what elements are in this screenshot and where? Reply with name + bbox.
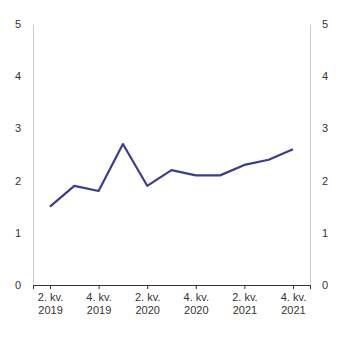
tick: 0 xyxy=(310,279,328,291)
tick-label: 4. kv.2021 xyxy=(281,291,306,316)
tick-label: 3 xyxy=(322,122,328,134)
tick-mark xyxy=(244,285,245,289)
tick-label-line: 2021 xyxy=(281,304,305,316)
marks xyxy=(50,144,293,207)
x-axis-line xyxy=(34,286,311,290)
tick-label: 2. kv.2021 xyxy=(232,291,257,316)
tick-label: 4. kv.2020 xyxy=(184,291,209,316)
tick: 2. kv.2020 xyxy=(135,285,160,316)
tick-label-line: 2. kv. xyxy=(38,291,63,303)
tick-label-line: 2. kv. xyxy=(135,291,160,303)
tick: 4. kv.2020 xyxy=(184,285,209,316)
tick-label: 5 xyxy=(15,18,21,30)
tick-label-line: 2019 xyxy=(38,304,62,316)
tick-label: 2. kv.2019 xyxy=(38,291,63,316)
x-axis: 2. kv.20194. kv.20192. kv.20204. kv.2020… xyxy=(34,285,311,316)
tick-mark xyxy=(99,285,100,289)
chart: 0123450123452. kv.20194. kv.20192. kv.20… xyxy=(0,0,345,341)
tick: 4. kv.2021 xyxy=(281,285,306,316)
line xyxy=(50,144,293,207)
tick-label-line: 4. kv. xyxy=(86,291,111,303)
tick: 1 xyxy=(15,227,33,239)
tick-label: 4 xyxy=(15,70,21,82)
tick-label: 1 xyxy=(322,227,328,239)
tick-label: 2 xyxy=(322,175,328,187)
tick-label: 2 xyxy=(15,175,21,187)
tick-label-line: 2021 xyxy=(233,304,257,316)
tick-mark xyxy=(50,285,51,289)
tick-mark xyxy=(293,285,294,289)
tick-label: 2. kv.2020 xyxy=(135,291,160,316)
tick-label-line: 2019 xyxy=(87,304,111,316)
y-axis: 0 1 2 3 4 5 xyxy=(15,18,34,291)
plot: 0123450123452. kv.20194. kv.20192. kv.20… xyxy=(15,18,328,316)
tick-label-line: 4. kv. xyxy=(281,291,306,303)
tick-label: 0 xyxy=(322,279,328,291)
tick: 2. kv.2021 xyxy=(232,285,257,316)
tick-label: 1 xyxy=(15,227,21,239)
y2-axis-line xyxy=(310,25,311,286)
y-axis-line xyxy=(33,25,34,286)
tick-label: 5 xyxy=(322,18,328,30)
tick: 4. kv.2019 xyxy=(86,285,111,316)
tick: 1 xyxy=(310,227,328,239)
tick: 3 xyxy=(310,122,328,134)
tick: 5 xyxy=(15,18,33,30)
tick: 0 xyxy=(15,279,33,291)
tick: 4 xyxy=(310,70,328,82)
tick: 4 xyxy=(15,70,33,82)
tick: 5 xyxy=(310,18,328,30)
tick-label: 4 xyxy=(322,70,328,82)
tick-mark xyxy=(147,285,148,289)
tick: 3 xyxy=(15,122,33,134)
y2-axis: 0 1 2 3 4 5 xyxy=(310,18,328,291)
tick-label-line: 2020 xyxy=(135,304,159,316)
tick: 2. kv.2019 xyxy=(38,285,63,316)
tick-label-line: 4. kv. xyxy=(184,291,209,303)
tick-label-line: 2020 xyxy=(184,304,208,316)
tick: 2 xyxy=(15,175,33,187)
tick-label: 4. kv.2019 xyxy=(86,291,111,316)
tick: 2 xyxy=(310,175,328,187)
tick-label: 3 xyxy=(15,122,21,134)
tick-label: 0 xyxy=(15,279,21,291)
tick-mark xyxy=(196,285,197,289)
tick-label-line: 2. kv. xyxy=(232,291,257,303)
